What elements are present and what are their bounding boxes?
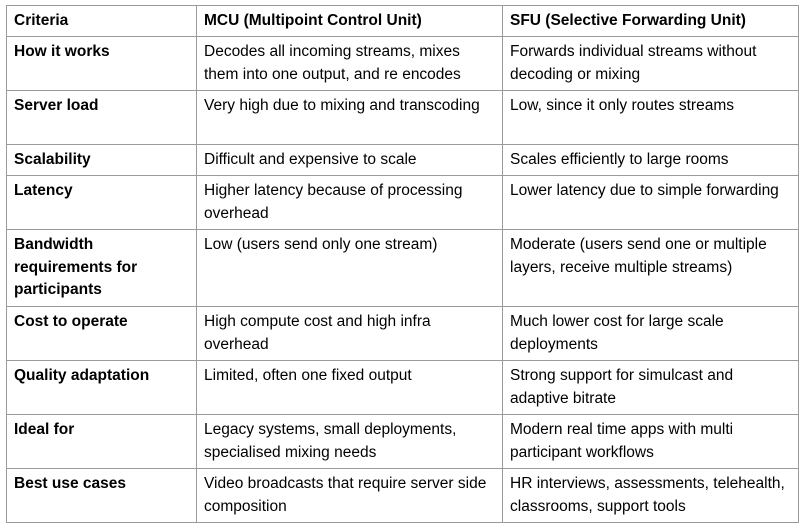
criteria-cell: Best use cases <box>6 468 197 523</box>
table-row: Best use cases Video broadcasts that req… <box>6 468 799 523</box>
criteria-cell: Cost to operate <box>6 306 197 361</box>
criteria-cell: Server load <box>6 90 197 145</box>
sfu-cell: Scales efficiently to large rooms <box>502 144 799 176</box>
mcu-cell: Limited, often one fixed output <box>196 360 503 415</box>
mcu-vs-sfu-comparison-table: Criteria MCU (Multipoint Control Unit) S… <box>6 5 799 523</box>
sfu-cell: Lower latency due to simple forwarding <box>502 175 799 230</box>
sfu-cell: HR interviews, assessments, telehealth, … <box>502 468 799 523</box>
sfu-cell: Much lower cost for large scale deployme… <box>502 306 799 361</box>
comparison-table-container: Criteria MCU (Multipoint Control Unit) S… <box>6 5 799 523</box>
criteria-cell: Ideal for <box>6 414 197 469</box>
mcu-cell: Video broadcasts that require server sid… <box>196 468 503 523</box>
header-criteria: Criteria <box>6 5 197 37</box>
criteria-cell: Scalability <box>6 144 197 176</box>
table-row: Scalability Difficult and expensive to s… <box>6 144 799 176</box>
criteria-cell: Bandwidth requirements for participants <box>6 229 197 307</box>
header-mcu: MCU (Multipoint Control Unit) <box>196 5 503 37</box>
sfu-cell: Moderate (users send one or multiple lay… <box>502 229 799 307</box>
table-row: Server load Very high due to mixing and … <box>6 90 799 145</box>
table-row: Latency Higher latency because of proces… <box>6 175 799 230</box>
table-header-row: Criteria MCU (Multipoint Control Unit) S… <box>6 5 799 37</box>
table-row: Bandwidth requirements for participants … <box>6 229 799 307</box>
table-row: Cost to operate High compute cost and hi… <box>6 306 799 361</box>
table-row: Ideal for Legacy systems, small deployme… <box>6 414 799 469</box>
header-sfu: SFU (Selective Forwarding Unit) <box>502 5 799 37</box>
mcu-cell: Legacy systems, small deployments, speci… <box>196 414 503 469</box>
criteria-cell: Quality adaptation <box>6 360 197 415</box>
criteria-cell: Latency <box>6 175 197 230</box>
criteria-cell: How it works <box>6 36 197 91</box>
table-row: How it works Decodes all incoming stream… <box>6 36 799 91</box>
sfu-cell: Modern real time apps with multi partici… <box>502 414 799 469</box>
mcu-cell: Difficult and expensive to scale <box>196 144 503 176</box>
mcu-cell: Low (users send only one stream) <box>196 229 503 307</box>
mcu-cell: Decodes all incoming streams, mixes them… <box>196 36 503 91</box>
sfu-cell: Strong support for simulcast and adaptiv… <box>502 360 799 415</box>
sfu-cell: Low, since it only routes streams <box>502 90 799 145</box>
sfu-cell: Forwards individual streams without deco… <box>502 36 799 91</box>
mcu-cell: High compute cost and high infra overhea… <box>196 306 503 361</box>
mcu-cell: Very high due to mixing and transcoding <box>196 90 503 145</box>
mcu-cell: Higher latency because of processing ove… <box>196 175 503 230</box>
table-row: Quality adaptation Limited, often one fi… <box>6 360 799 415</box>
